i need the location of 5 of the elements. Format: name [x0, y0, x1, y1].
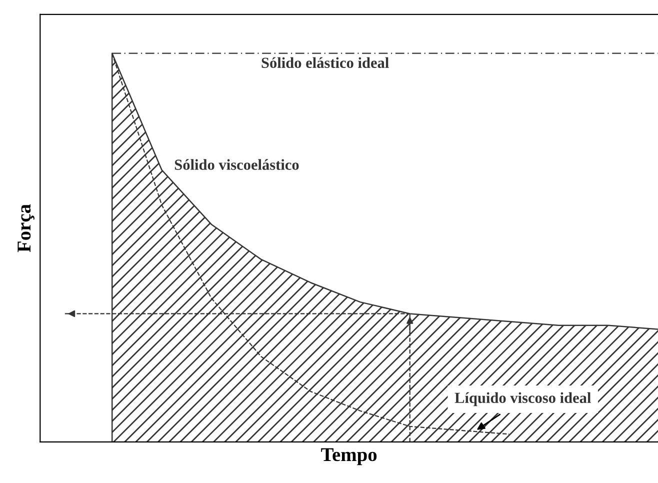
series-label: Sólido viscoelástico [174, 159, 299, 170]
y-axis-title: Força [18, 204, 34, 252]
x-axis-title: Tempo [321, 448, 377, 466]
series-label: Sólido elástico ideal [262, 57, 389, 68]
series-label: Líquido viscoso ideal [454, 392, 591, 406]
